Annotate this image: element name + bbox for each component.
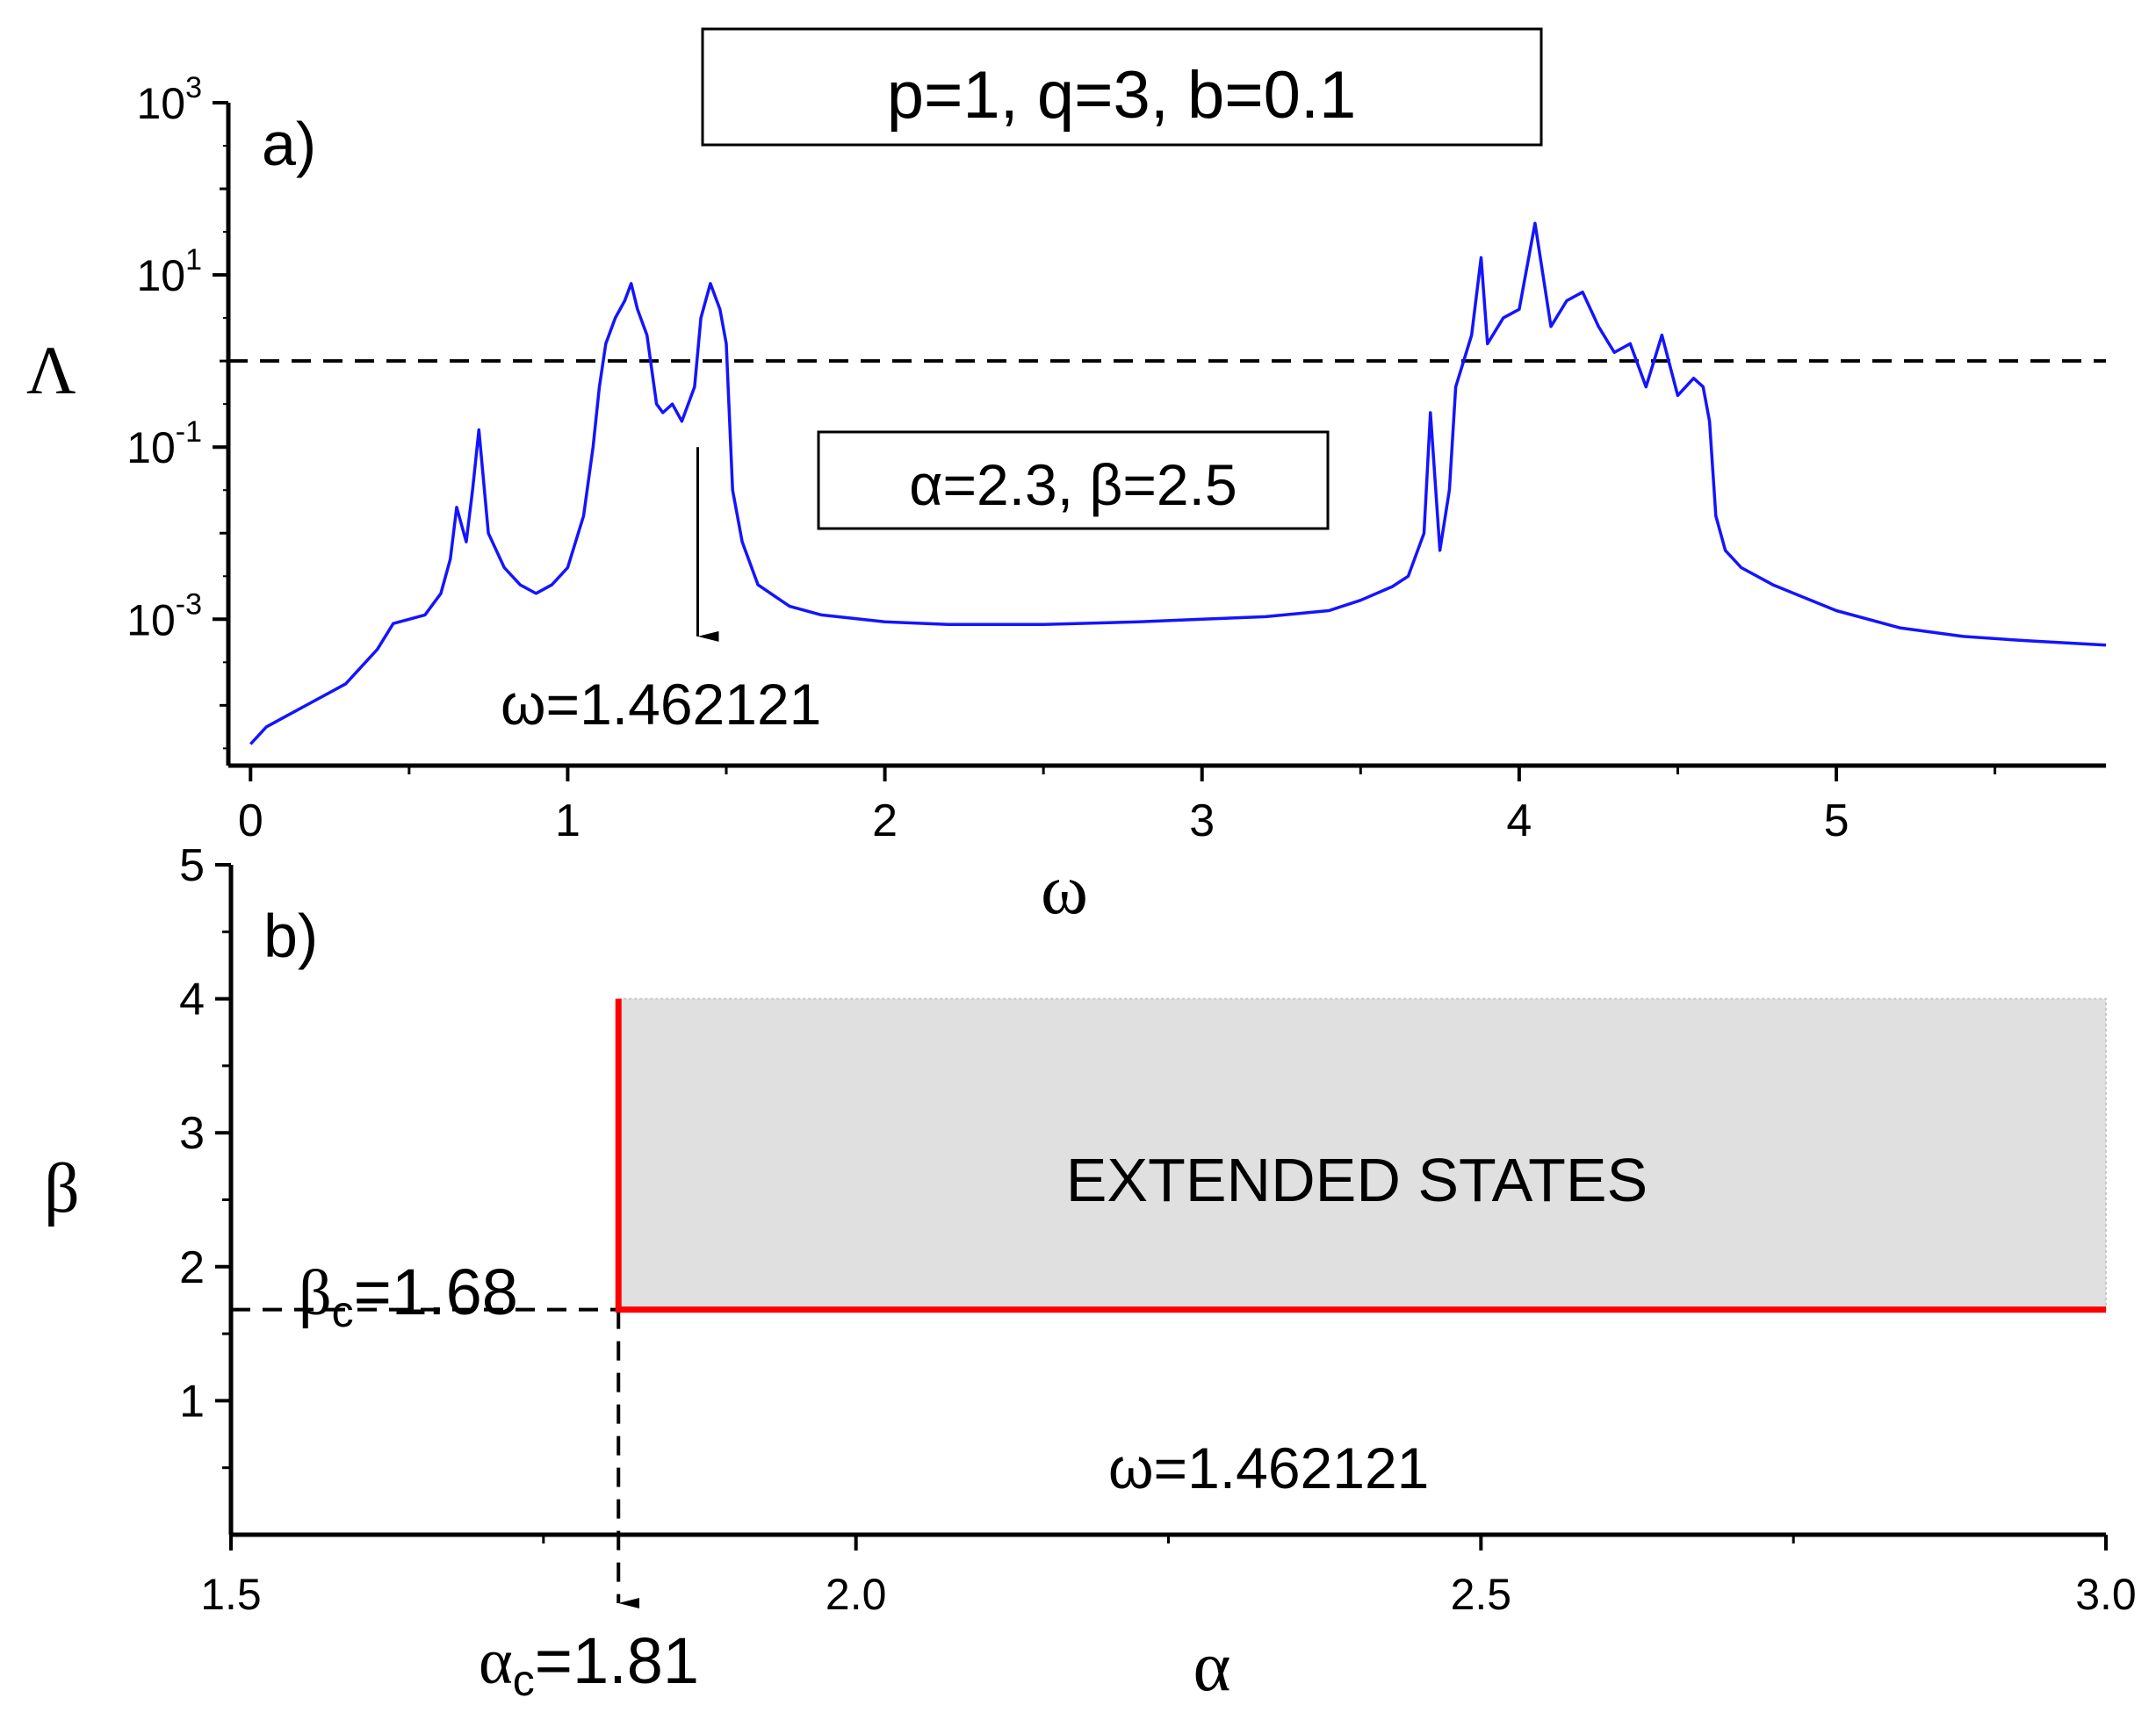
panel-b-x-tick-label: 1.5: [200, 1570, 262, 1619]
panel-a-label: a): [262, 110, 316, 178]
tick-base: 10: [126, 423, 176, 472]
panel-b-y-tick-label: 1: [179, 1376, 205, 1427]
panel-a-ticks: [213, 101, 1997, 781]
omega-annotation: ω=1.462121: [501, 672, 821, 737]
panel-a-ylabel: Λ: [26, 332, 76, 408]
panel-a-xlabel: ω: [1041, 849, 1088, 929]
panel-b-ylabel: β: [44, 1150, 80, 1227]
region-label: EXTENDED STATES: [1066, 1146, 1648, 1214]
alpha-critical-label: αc=1.81: [479, 1624, 699, 1705]
tick-exponent: -3: [176, 587, 202, 621]
panel-a-x-tick-label: 3: [1189, 795, 1215, 846]
tick-base: 10: [126, 595, 176, 644]
panel-b-x-tick-label: 2.0: [826, 1570, 887, 1619]
panel-b-x-tick-label: 2.5: [1451, 1570, 1512, 1619]
lyapunov-curve: [249, 221, 2107, 745]
beta-c-subscript: c: [332, 1287, 354, 1336]
alpha-c-value: =1.81: [535, 1624, 699, 1697]
phase-boundary: [615, 998, 2106, 1313]
panel-a-y-tick-label: 10-3: [126, 587, 202, 644]
panel-a-x-tick-label: 1: [555, 795, 580, 846]
panel-b-x-tick-label: 3.0: [2075, 1570, 2137, 1619]
panel-b-omega-annotation: ω=1.462121: [1108, 1435, 1429, 1500]
panel-a-y-tick-label: 101: [136, 243, 202, 300]
panel-b-y-tick-label: 3: [179, 1108, 205, 1159]
alpha-c-symbol: α: [479, 1626, 513, 1698]
panel-b-label: b): [263, 902, 318, 970]
parameters-text: p=1, q=3, b=0.1: [887, 58, 1357, 133]
alpha-beta-text: α=2.3, β=2.5: [909, 452, 1237, 517]
tick-base: 10: [136, 79, 185, 128]
panel-b-xlabel: α: [1193, 1626, 1231, 1706]
panel-a-x-tick-label: 0: [238, 795, 263, 846]
panel-a-y-tick-label: 103: [136, 71, 202, 128]
panel-a-x-tick-label: 5: [1824, 795, 1850, 846]
panel-a-x-tick-label: 4: [1506, 795, 1532, 846]
parameters-box: [701, 27, 1543, 147]
alpha-c-subscript: c: [513, 1656, 535, 1705]
panel-b-ticks: [215, 863, 2108, 1551]
panel-b-y-tick-label: 2: [179, 1242, 205, 1293]
panel-a-y-tick-label: 10-1: [126, 415, 202, 472]
panel-b-y-tick-label: 4: [179, 975, 205, 1025]
tick-exponent: -1: [176, 415, 202, 449]
beta-critical-label: βc=1.68: [299, 1256, 518, 1336]
panel-b-tick-labels: 1.5 2.0 2.5 3.0 1 2 3 4 5: [179, 840, 2137, 1619]
panel-b-y-tick-label: 5: [179, 840, 205, 891]
alpha-beta-box: [817, 430, 1330, 530]
panel-a-x-tick-label: 2: [872, 795, 898, 846]
tick-base: 10: [136, 251, 185, 300]
beta-c-symbol: β: [299, 1257, 332, 1329]
tick-exponent: 1: [185, 243, 202, 277]
tick-exponent: 3: [185, 71, 202, 104]
beta-c-value: =1.68: [354, 1256, 518, 1328]
